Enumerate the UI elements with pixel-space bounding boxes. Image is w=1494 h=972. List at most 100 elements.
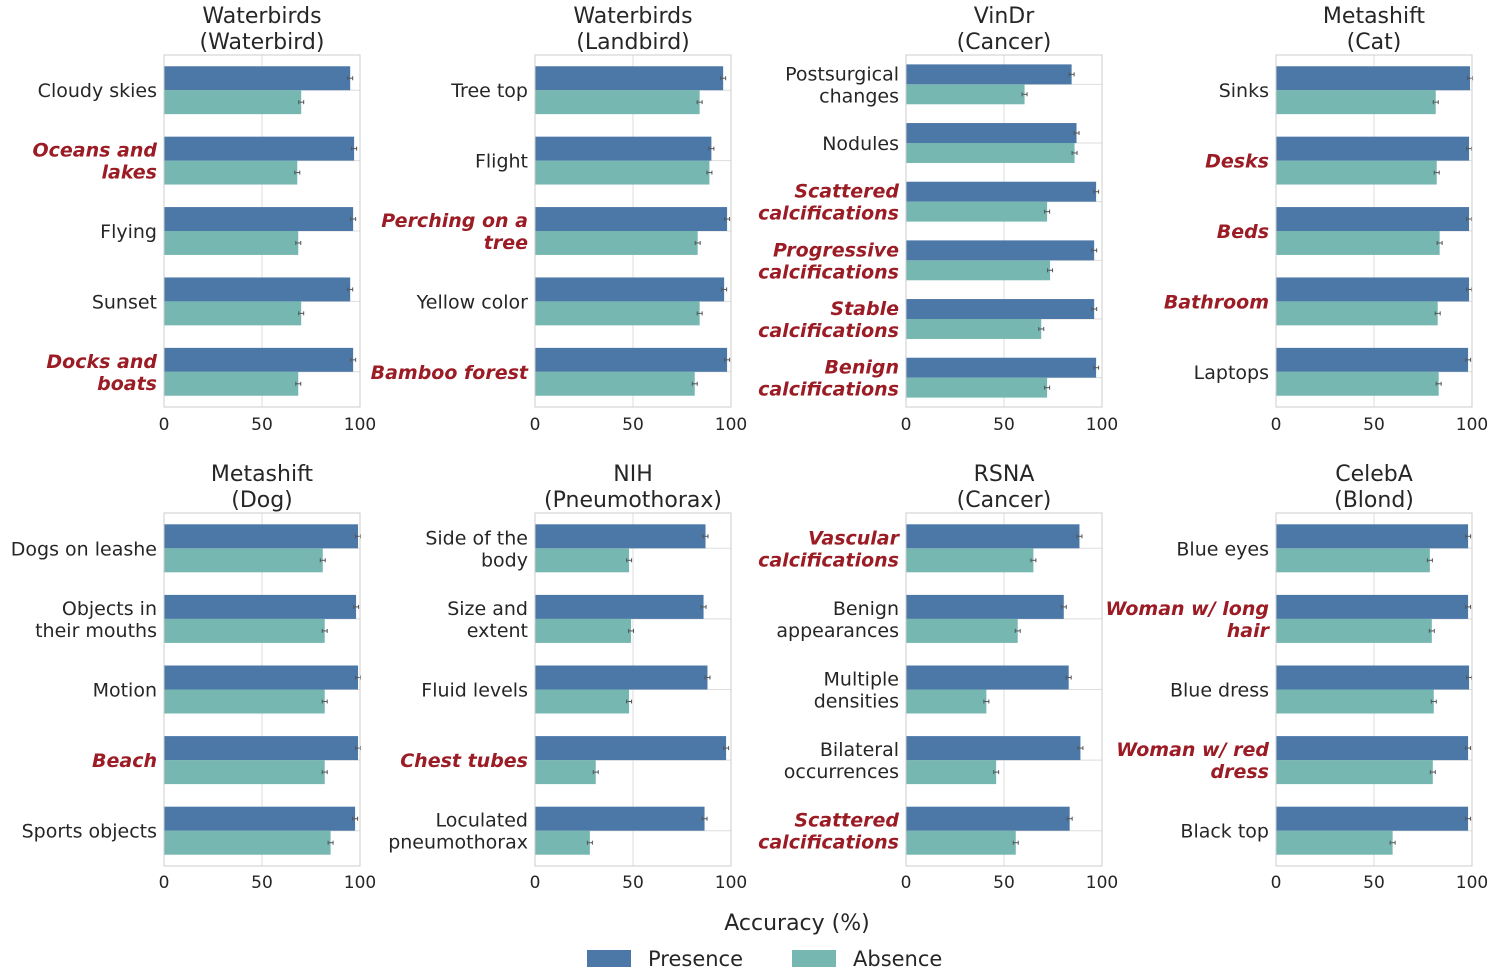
x-tick-label: 100 [715,873,747,893]
error-bar [1065,675,1072,680]
bar-presence [906,806,1070,831]
bar-presence [535,524,706,549]
bar-presence [535,277,725,302]
bar-presence [1276,736,1469,761]
x-tick-label: 0 [530,873,541,893]
category-label: body [481,549,528,571]
bar-absence [1276,548,1430,573]
bar-absence [535,90,700,115]
x-tick-label: 0 [901,415,912,435]
category-label: Fluid levels [421,680,528,702]
error-bar [1428,628,1435,633]
error-bar [347,76,354,81]
error-bar [327,840,334,845]
bar-presence [906,299,1095,319]
category-label: calcifications [758,261,899,283]
category-label: Black top [1180,821,1269,843]
category-label: Vascular [808,527,900,549]
bar-presence [1276,665,1470,690]
bar-absence [1276,371,1439,396]
error-bar [1432,100,1439,105]
error-bar [700,604,707,609]
error-bar [295,381,302,386]
bar-absence [164,160,298,185]
category-label: occurrences [784,761,899,783]
category-label: calcifications [758,203,899,225]
bar-absence [535,689,630,714]
category-label: Woman w/ red [1116,739,1269,761]
x-tick-label: 50 [251,415,273,435]
category-label: calcifications [758,379,899,401]
panel-frame [905,512,1103,867]
bar-presence [1276,806,1469,831]
error-bar [1091,248,1098,253]
category-label: Dogs on leashe [11,538,157,560]
bar-presence [535,736,727,761]
x-tick-label: 0 [159,415,170,435]
bar-absence [535,371,695,396]
error-bar [1091,307,1098,312]
error-bar [1068,72,1075,77]
error-bar [723,746,730,751]
error-bar [1021,92,1028,97]
bar-absence [164,618,325,643]
legend-label-presence: Presence [648,947,743,971]
category-label: Bamboo forest [371,362,529,384]
category-label: calcifications [758,549,899,571]
bar-absence [535,301,700,326]
x-tick-label: 0 [901,873,912,893]
bar-absence [906,319,1042,339]
panel-frame [163,512,361,867]
error-bar [696,311,703,316]
bar-presence [164,66,351,91]
bar-presence [535,806,705,831]
category-label: densities [814,691,899,713]
bar-absence [164,90,302,115]
error-bar [1047,268,1054,273]
panel-title-line: Waterbirds [202,4,321,29]
bar-presence [164,524,359,549]
error-bar [1426,558,1433,563]
bar-presence [906,181,1097,202]
bar-presence [906,357,1097,378]
error-bar [1389,840,1396,845]
x-tick-label: 100 [1086,873,1118,893]
x-tick-label: 100 [1456,415,1488,435]
x-tick-label: 50 [251,873,273,893]
category-label: Postsurgical [785,63,899,85]
bar-absence [1276,231,1440,255]
error-bar [1093,189,1100,194]
bar-absence [1276,90,1436,115]
bar-absence [535,760,596,785]
category-label: Multiple [824,669,899,691]
category-label: Yellow color [416,291,529,313]
bar-presence [1276,594,1469,619]
bar-absence [1276,760,1433,785]
category-label: Bilateral [820,739,899,761]
error-bar [321,699,328,704]
category-label: Laptops [1194,362,1269,384]
bar-absence [906,760,997,785]
error-bar [691,381,698,386]
bar-presence [164,665,359,690]
error-bar [694,240,701,245]
bar-presence [906,64,1072,85]
bar-presence [164,277,351,302]
panel-frame [534,512,732,867]
chart-panel-5: Metashift(Dog) 0 50 100 Dogs on leashe Object… [11,462,376,893]
bar-absence [906,830,1016,855]
bar-absence [535,548,630,573]
error-bar [298,311,305,316]
error-bar [321,770,328,775]
category-label: Stable [830,298,899,320]
error-bar [1465,746,1472,751]
panel-title-line: (Waterbird) [200,30,325,55]
panel-frame [1275,512,1473,867]
bar-presence [164,736,359,761]
category-label: Blue dress [1170,680,1269,702]
error-bar [1077,746,1084,751]
x-tick-label: 0 [1271,873,1282,893]
bar-absence [164,830,331,855]
category-label: calcifications [758,832,899,854]
